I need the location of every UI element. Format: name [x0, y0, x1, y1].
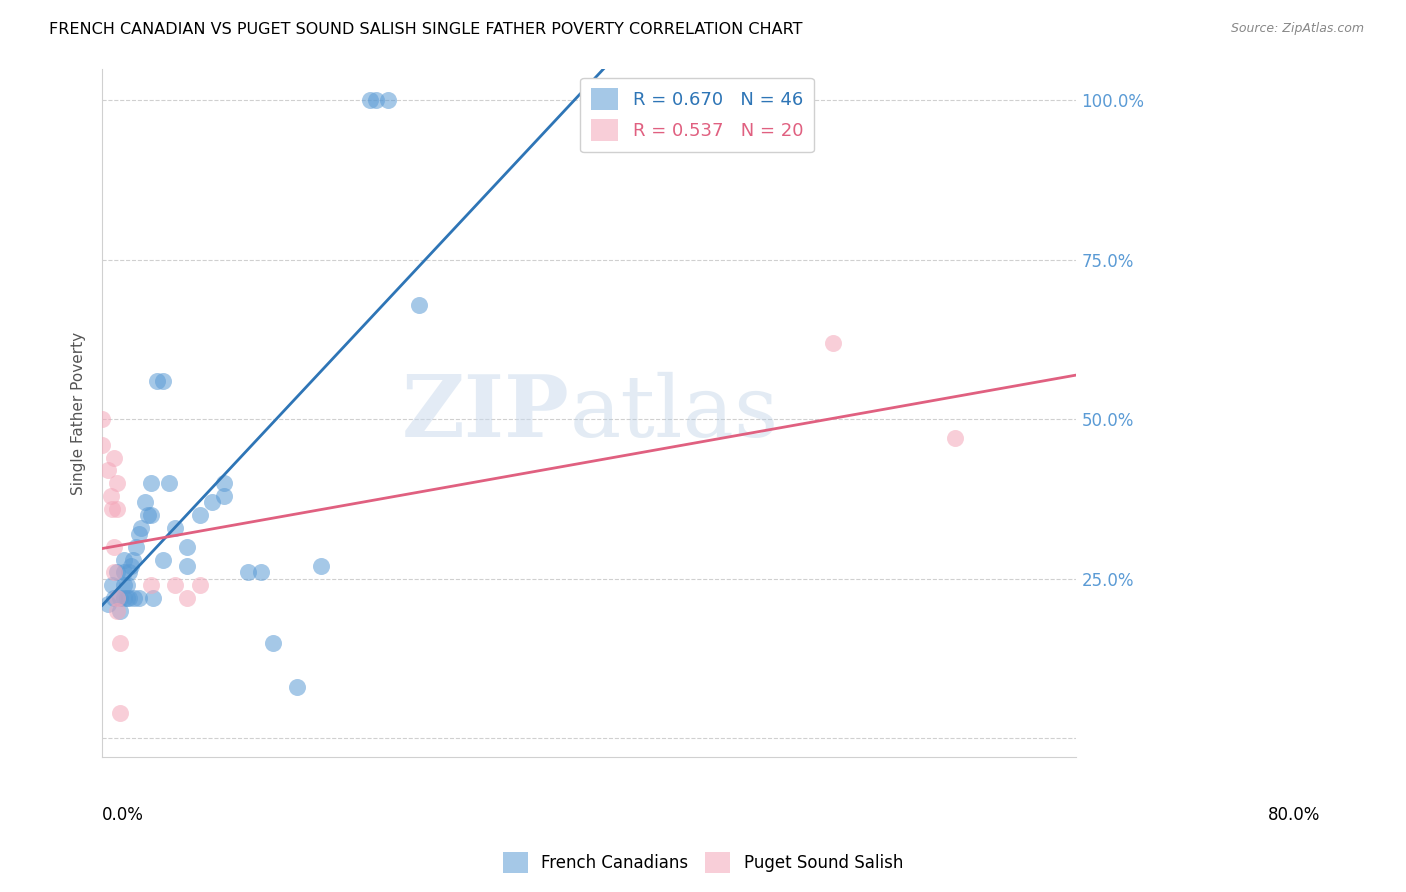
Point — [100, 489, 122, 503]
Point — [91, 412, 114, 426]
Point — [176, 591, 198, 605]
Point — [138, 508, 160, 522]
Point — [212, 476, 235, 491]
Point — [105, 604, 128, 618]
Point — [139, 508, 162, 522]
Point — [110, 591, 132, 605]
Point — [110, 604, 132, 618]
Point — [152, 374, 174, 388]
Point — [105, 476, 128, 491]
Point — [408, 297, 430, 311]
Point — [152, 552, 174, 566]
Point — [112, 552, 135, 566]
Text: 0.0%: 0.0% — [103, 805, 143, 823]
Point — [112, 591, 135, 605]
Point — [97, 463, 120, 477]
Point — [122, 591, 145, 605]
Point — [128, 591, 150, 605]
Y-axis label: Single Father Poverty: Single Father Poverty — [72, 332, 86, 494]
Point — [118, 566, 141, 580]
Point — [249, 566, 271, 580]
Point — [101, 501, 124, 516]
Point — [188, 508, 211, 522]
Point — [311, 559, 333, 574]
Point — [366, 94, 388, 108]
Point — [118, 591, 141, 605]
Point — [377, 94, 399, 108]
Text: ZIP: ZIP — [402, 371, 569, 455]
Point — [821, 335, 844, 350]
Legend: French Canadians, Puget Sound Salish: French Canadians, Puget Sound Salish — [496, 846, 910, 880]
Point — [105, 501, 128, 516]
Point — [101, 578, 124, 592]
Point — [165, 578, 187, 592]
Point — [188, 578, 211, 592]
Point — [139, 476, 162, 491]
Point — [212, 489, 235, 503]
Point — [103, 566, 125, 580]
Point — [97, 597, 120, 611]
Point — [238, 566, 260, 580]
Point — [112, 578, 135, 592]
Text: Source: ZipAtlas.com: Source: ZipAtlas.com — [1230, 22, 1364, 36]
Point — [262, 635, 284, 649]
Point — [285, 680, 308, 694]
Point — [103, 450, 125, 465]
Text: 80.0%: 80.0% — [1268, 805, 1320, 823]
Point — [125, 540, 148, 554]
Point — [121, 552, 143, 566]
Point — [115, 591, 138, 605]
Point — [157, 476, 180, 491]
Point — [120, 559, 142, 574]
Point — [176, 559, 198, 574]
Point — [110, 706, 132, 720]
Point — [134, 495, 156, 509]
Legend: R = 0.670   N = 46, R = 0.537   N = 20: R = 0.670 N = 46, R = 0.537 N = 20 — [581, 78, 814, 153]
Point — [105, 591, 128, 605]
Point — [128, 527, 150, 541]
Point — [115, 578, 138, 592]
Point — [359, 94, 381, 108]
Point — [139, 578, 162, 592]
Point — [105, 566, 128, 580]
Point — [103, 591, 125, 605]
Text: atlas: atlas — [569, 371, 779, 455]
Point — [165, 521, 187, 535]
Point — [943, 432, 966, 446]
Point — [201, 495, 224, 509]
Point — [110, 635, 132, 649]
Point — [112, 566, 135, 580]
Point — [142, 591, 165, 605]
Point — [103, 540, 125, 554]
Text: FRENCH CANADIAN VS PUGET SOUND SALISH SINGLE FATHER POVERTY CORRELATION CHART: FRENCH CANADIAN VS PUGET SOUND SALISH SI… — [49, 22, 803, 37]
Point — [91, 438, 114, 452]
Point — [176, 540, 198, 554]
Point — [129, 521, 152, 535]
Point — [146, 374, 169, 388]
